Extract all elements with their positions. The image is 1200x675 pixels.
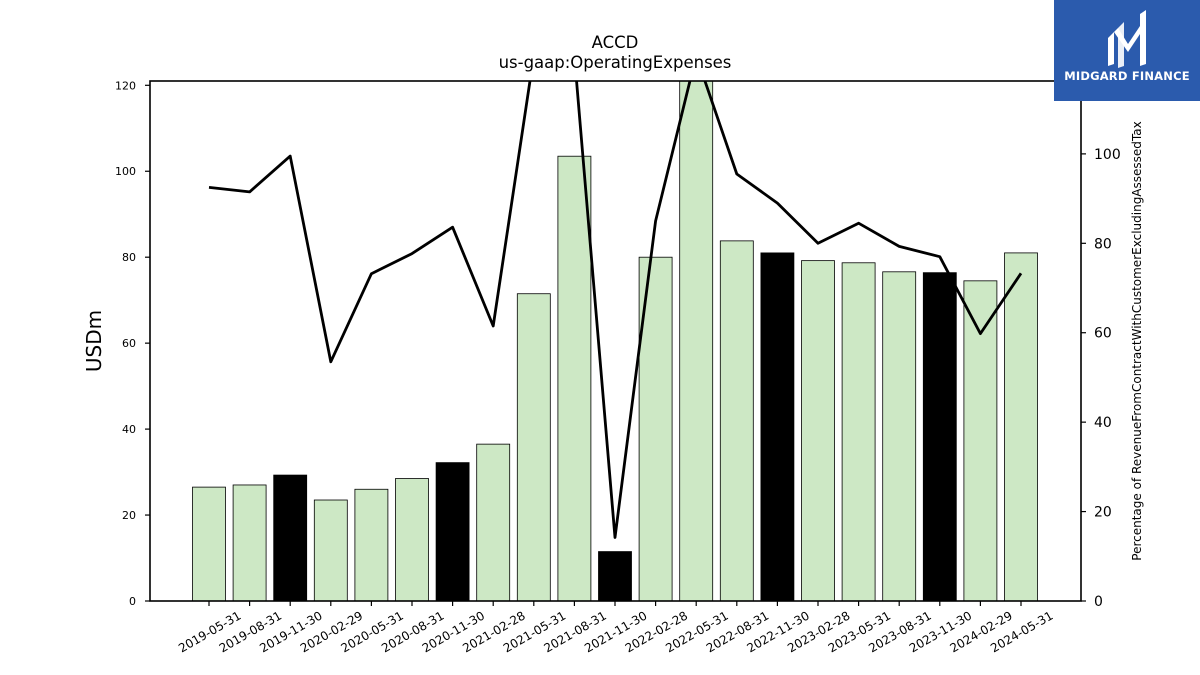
y2-tick-label: 40 xyxy=(1094,415,1112,431)
y-tick-label: 0 xyxy=(129,595,136,608)
y-tick-label: 120 xyxy=(115,79,136,92)
bar-2021-02-28 xyxy=(476,443,511,602)
y-tick-label: 60 xyxy=(122,337,136,350)
bar-2021-11-30 xyxy=(598,551,632,602)
brand-name: MIDGARD FINANCE xyxy=(1064,69,1190,83)
line-series xyxy=(208,81,1023,539)
bar-2024-05-31 xyxy=(1004,252,1038,602)
x-axis: 2019-05-312019-08-312019-11-302020-02-29… xyxy=(176,601,1056,655)
y-tick-label: 80 xyxy=(122,251,136,264)
y2-tick-label: 20 xyxy=(1094,505,1112,521)
bar-2023-08-31 xyxy=(882,271,917,602)
y2-tick-label: 0 xyxy=(1094,594,1103,610)
line-path xyxy=(208,81,1023,539)
y2-axis-label: Percentage of RevenueFromContractWithCus… xyxy=(1130,121,1144,560)
y-tick-label: 20 xyxy=(122,509,136,522)
chart-subtitle: us-gaap:OperatingExpenses xyxy=(499,53,732,72)
y-axis-label: USDm xyxy=(82,310,106,372)
bar-2024-02-29 xyxy=(963,280,998,602)
bar-2022-08-31 xyxy=(719,240,754,602)
bar-2020-02-29 xyxy=(313,499,348,602)
bar-2019-11-30 xyxy=(273,474,308,602)
bar-2022-11-30 xyxy=(760,252,795,602)
y2-tick-label: 100 xyxy=(1094,147,1121,163)
bar-2020-08-31 xyxy=(395,478,429,602)
chart-title: ACCD xyxy=(592,33,639,52)
y-tick-label: 40 xyxy=(122,423,136,436)
bar-2023-05-31 xyxy=(841,262,876,602)
brand-logo: MIDGARD FINANCE xyxy=(1054,0,1200,101)
bar-2019-08-31 xyxy=(232,484,267,602)
left-axis: 0 20 40 60 80 100 120 xyxy=(115,79,150,608)
bar-2023-02-28 xyxy=(801,260,835,602)
y2-tick-label: 60 xyxy=(1094,326,1112,342)
bar-2021-05-31 xyxy=(516,293,551,602)
y-tick-label: 100 xyxy=(115,165,136,178)
bar-2019-05-31 xyxy=(192,486,226,602)
bar-2020-05-31 xyxy=(354,488,389,602)
bar-2021-08-31 xyxy=(557,155,592,602)
bar-2022-05-31 xyxy=(679,80,714,602)
bar-2023-11-30 xyxy=(922,272,957,602)
right-axis: 0 20 40 60 80 100 xyxy=(1081,147,1121,610)
bar-2020-11-30 xyxy=(435,462,470,602)
midgard-logo-icon xyxy=(1108,10,1146,68)
y2-tick-label: 80 xyxy=(1094,236,1112,252)
